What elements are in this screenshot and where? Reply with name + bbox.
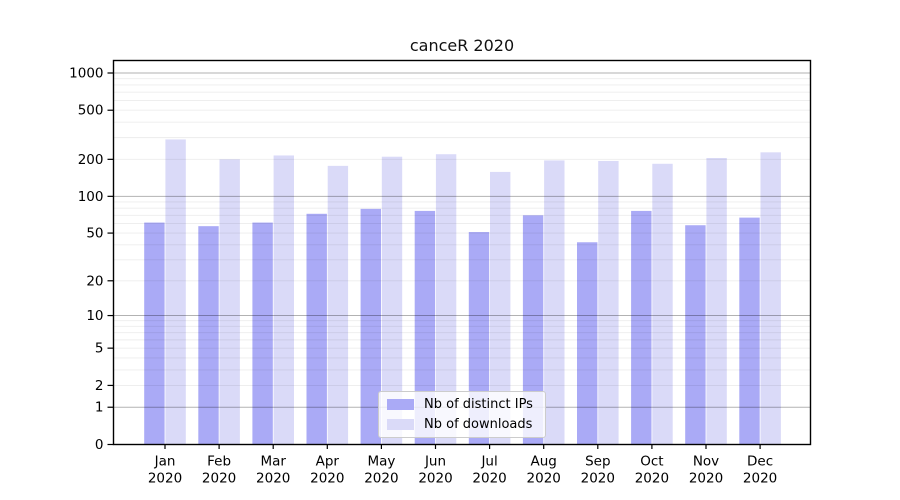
y-tick-label: 50 [86,226,103,242]
bar-downloads-feb [219,159,240,445]
x-tick-label-year: 2020 [689,471,723,487]
x-tick-label-month: Dec [747,454,773,470]
bar-downloads-nov [706,158,727,445]
bar-downloads-jan [165,139,186,445]
x-tick-label-month: Apr [316,454,340,470]
legend-label-distinct-ips: Nb of distinct IPs [424,397,533,412]
x-tick-label-month: Jun [424,454,446,470]
x-tick-label-month: Jan [154,454,176,470]
x-tick-label-year: 2020 [635,471,669,487]
legend-item-distinct-ips: Nb of distinct IPs [387,397,545,412]
x-tick-label-month: Nov [693,454,719,470]
y-tick-label: 20 [86,273,103,289]
bar-downloads-jun [435,154,457,445]
bar-downloads-apr [327,165,349,445]
legend: Nb of distinct IPs Nb of downloads [378,391,546,438]
bar-downloads-oct [652,163,673,445]
y-tick-label: 100 [78,189,104,205]
x-tick-label-year: 2020 [581,471,615,487]
x-tick-label-month: May [367,454,395,470]
x-tick-label-year: 2020 [310,471,344,487]
x-tick-label-month: Feb [207,454,231,470]
x-tick-label-year: 2020 [472,471,506,487]
legend-swatch-distinct-ips [387,399,414,410]
x-tick-label-year: 2020 [256,471,290,487]
bar-distinct-ips-nov [685,225,706,445]
y-tick-label: 5 [95,341,104,357]
bar-distinct-ips-mar [252,222,273,445]
axes-frame [112,59,812,446]
y-tick-label: 1 [95,400,104,416]
bar-distinct-ips-aug [522,215,544,445]
y-tick-label: 500 [78,103,104,119]
y-tick-label: 1000 [69,66,103,82]
x-tick-label-month: Jul [480,454,497,470]
bar-distinct-ips-apr [306,213,327,445]
bar-distinct-ips-sep [577,242,598,445]
x-tick-label-year: 2020 [418,471,452,487]
bar-downloads-sep [598,160,619,445]
y-tick-label: 0 [95,437,104,453]
x-tick-label-year: 2020 [148,471,182,487]
y-tick-label: 2 [95,378,104,394]
bar-downloads-aug [544,160,565,445]
legend-swatch-downloads [387,419,414,430]
x-tick-label-month: Mar [260,454,286,470]
bar-distinct-ips-jan [144,222,165,445]
bar-distinct-ips-oct [631,210,652,445]
legend-item-downloads: Nb of downloads [387,417,545,432]
x-tick-label-month: Oct [640,454,663,470]
bar-downloads-dec [760,152,781,445]
legend-label-downloads: Nb of downloads [424,417,533,432]
y-tick-label: 200 [78,152,104,168]
x-tick-label-year: 2020 [527,471,561,487]
x-tick-label-month: Aug [531,454,557,470]
bar-downloads-mar [273,155,294,445]
bar-distinct-ips-dec [739,217,760,445]
bar-downloads-jul [490,171,511,445]
bar-downloads-may [381,156,403,445]
x-tick-label-year: 2020 [364,471,398,487]
x-tick-label-year: 2020 [743,471,777,487]
y-tick-label: 10 [86,308,103,324]
bar-distinct-ips-feb [198,226,219,445]
chart-title: canceR 2020 [409,36,515,55]
bar-distinct-ips-jun [414,210,436,445]
bar-distinct-ips-may [360,208,381,445]
x-tick-label-month: Sep [585,454,610,470]
x-tick-label-year: 2020 [202,471,236,487]
